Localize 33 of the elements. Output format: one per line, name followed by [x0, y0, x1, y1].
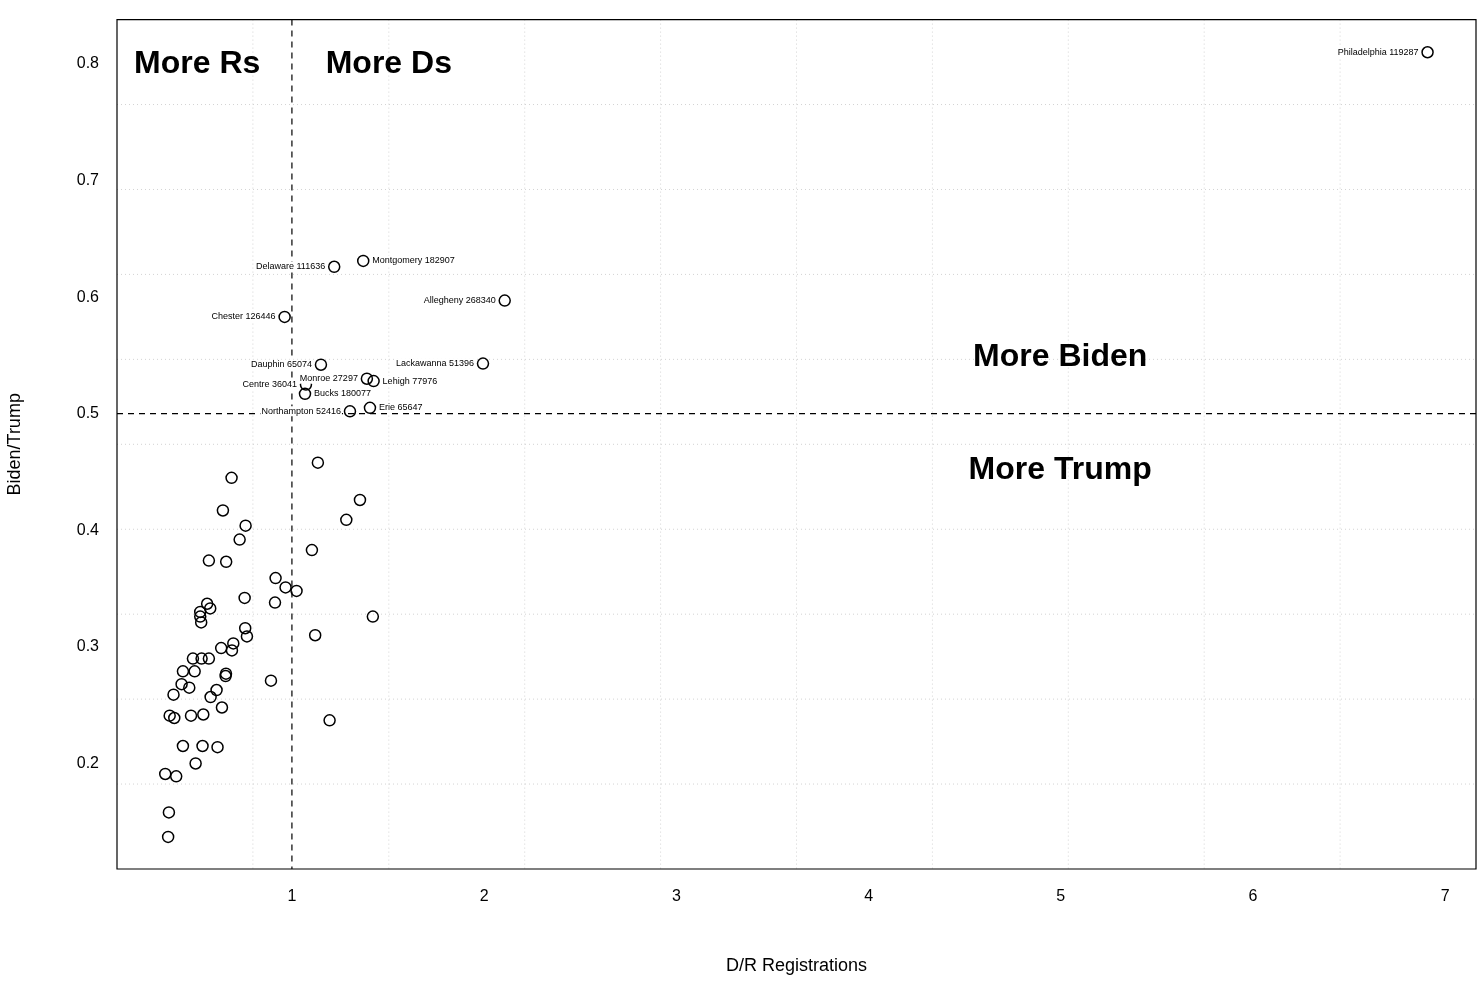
y-tick-label: 0.7	[76, 170, 100, 188]
data-label: Dauphin 65074	[250, 359, 312, 370]
x-tick-label: 6	[1248, 887, 1258, 905]
data-label: Lehigh 77976	[382, 375, 438, 386]
y-tick-label: 0.5	[76, 404, 100, 422]
data-label: Delaware 111636	[256, 261, 326, 272]
y-tick-label: 0.6	[76, 287, 100, 305]
y-axis-title: Biden/Trump	[3, 393, 24, 496]
x-tick-label: 4	[864, 887, 874, 905]
annotation: More Ds	[325, 43, 452, 80]
x-tick-label: 5	[1056, 887, 1066, 905]
data-label: Erie 65647	[378, 402, 423, 413]
x-tick-label: 1	[287, 887, 297, 905]
data-label: Lackawanna 51396	[395, 358, 474, 369]
x-tick-label: 2	[479, 887, 489, 905]
y-tick-label: 0.3	[76, 637, 100, 655]
data-label: Philadelphia 119287	[1337, 46, 1419, 57]
data-label: Northampton 52416	[261, 405, 341, 416]
y-tick-label: 0.8	[76, 54, 100, 72]
annotation: More Trump	[968, 450, 1152, 487]
data-label: Montgomery 182907	[372, 255, 455, 266]
data-label: Centre 36041	[242, 379, 297, 390]
data-label: Allegheny 268340	[423, 295, 496, 306]
x-tick-label: 3	[671, 887, 681, 905]
annotation: More Rs	[134, 43, 261, 80]
y-tick-label: 0.2	[76, 753, 100, 771]
annotation: More Biden	[973, 336, 1148, 373]
data-label: Chester 126446	[211, 311, 276, 322]
x-axis-title: D/R Registrations	[725, 955, 868, 976]
x-tick-label: 7	[1440, 887, 1450, 905]
data-label: Bucks 180077	[313, 388, 372, 399]
y-tick-label: 0.4	[76, 520, 100, 538]
data-label: Monroe 27297	[299, 373, 358, 384]
